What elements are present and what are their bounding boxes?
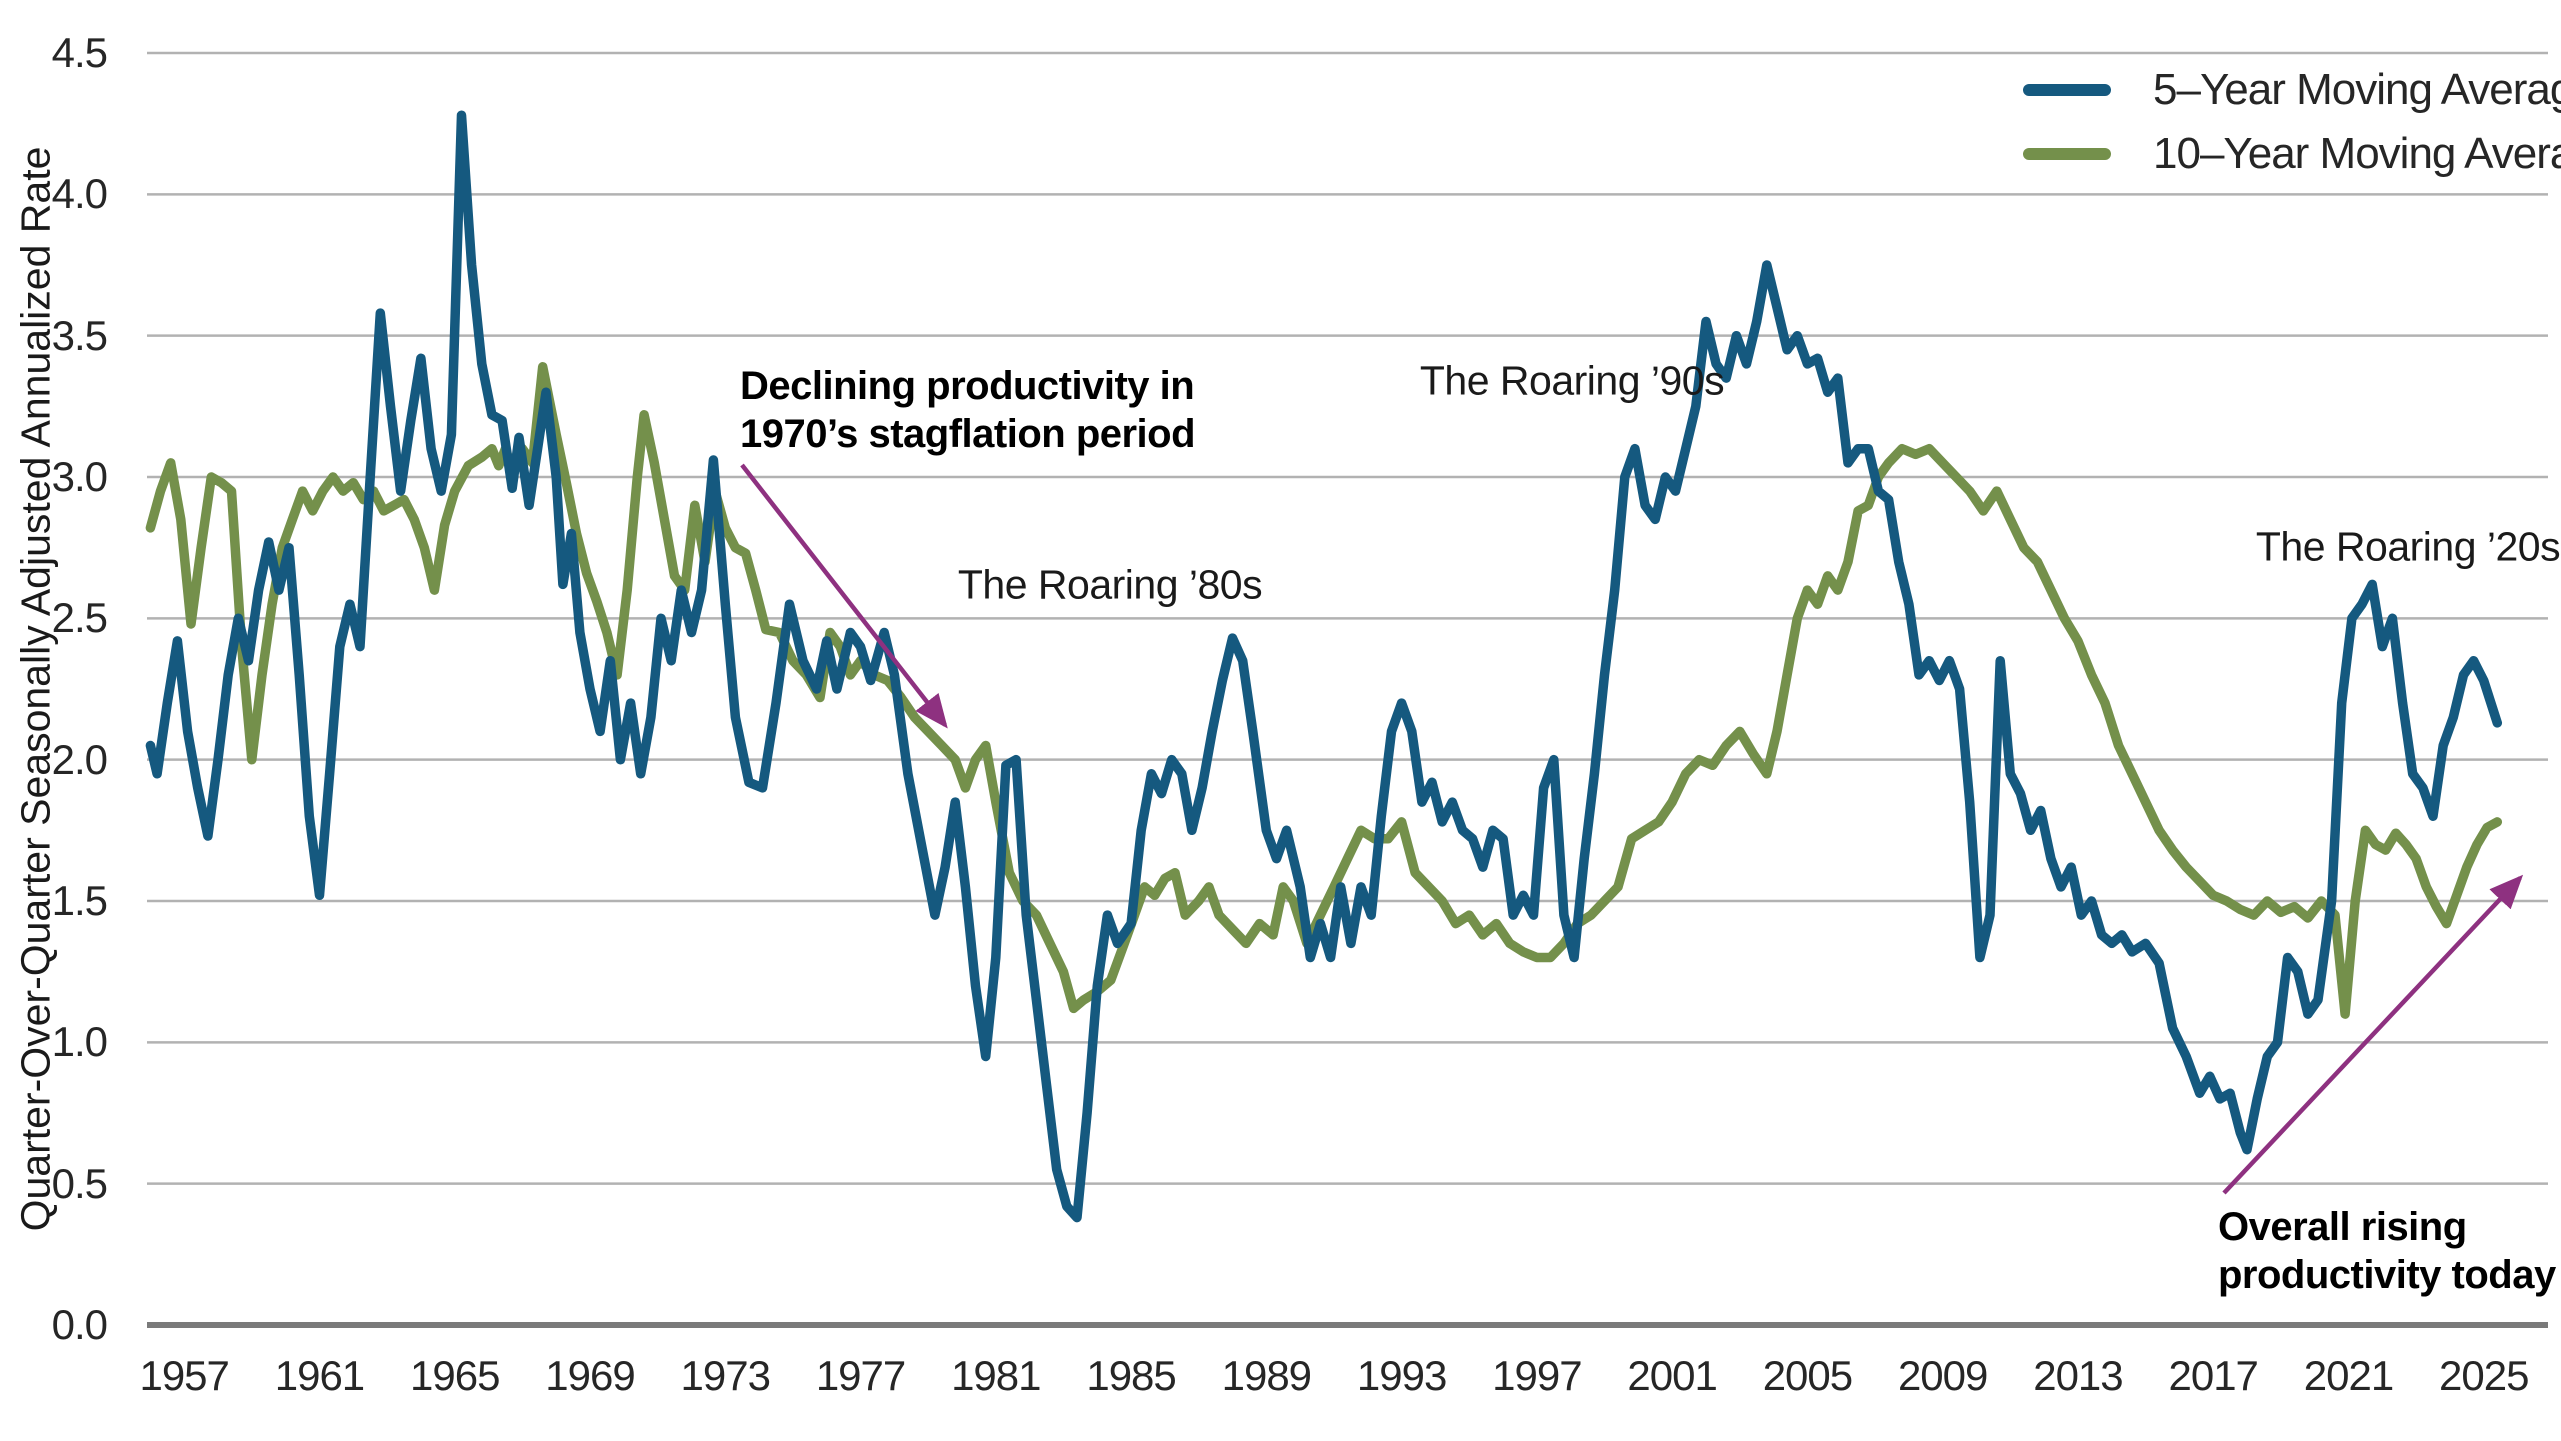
x-tick-label: 1969 xyxy=(545,1352,635,1399)
y-tick-label: 4.0 xyxy=(51,170,108,218)
x-tick-label: 1997 xyxy=(1492,1352,1582,1399)
series-line-10yr xyxy=(145,362,2503,1019)
x-tick-label: 1957 xyxy=(139,1352,229,1399)
y-tick-label: 2.5 xyxy=(51,594,108,642)
annotation-roaring-20s: The Roaring ’20s xyxy=(2255,523,2561,570)
x-tick-label: 1993 xyxy=(1356,1352,1447,1399)
x-tick-label: 1981 xyxy=(951,1352,1041,1399)
x-tick-label: 1961 xyxy=(274,1352,365,1399)
legend-line-swatch xyxy=(2023,84,2111,96)
annotation-roaring-90s: The Roaring ’90s xyxy=(1419,357,1725,404)
y-axis-title: Quarter-Over-Quarter Seasonally Adjusted… xyxy=(12,146,59,1232)
annotation-overall-rising-productivity: Overall rising productivity today xyxy=(2218,1205,2556,1297)
x-tick-label: 2013 xyxy=(2033,1352,2123,1399)
x-tick-label: 2001 xyxy=(1627,1352,1717,1399)
y-tick-label: 2.0 xyxy=(51,735,108,783)
declining-arrow xyxy=(740,463,948,729)
gridlines xyxy=(147,51,2548,1328)
y-tick-label: 4.5 xyxy=(51,29,108,76)
legend: 5–Year Moving Average 10–Year Moving Aver… xyxy=(2023,65,2561,194)
legend-label: 10–Year Moving Average xyxy=(2153,129,2561,178)
x-tick-label: 1965 xyxy=(410,1352,500,1399)
legend-item: 10–Year Moving Average xyxy=(2023,129,2561,178)
series-lines xyxy=(145,110,2503,1223)
x-tick-label: 2017 xyxy=(2168,1352,2258,1399)
annotation-arrows xyxy=(740,463,2524,1195)
x-tick-label: 2021 xyxy=(2303,1352,2394,1399)
y-tick-label: 0.5 xyxy=(51,1159,108,1207)
x-tick-label: 1985 xyxy=(1086,1352,1176,1399)
x-tick-label: 2009 xyxy=(1897,1352,1988,1399)
y-tick-label: 3.5 xyxy=(51,311,108,359)
legend-line-swatch xyxy=(2023,148,2111,160)
y-tick-label: 3.0 xyxy=(51,453,108,500)
annotation-roaring-80s: The Roaring ’80s xyxy=(957,561,1263,608)
rising-arrow xyxy=(2222,874,2524,1195)
y-tick-label: 0.0 xyxy=(51,1301,108,1348)
legend-item: 5–Year Moving Average xyxy=(2023,65,2561,114)
x-tick-label: 2005 xyxy=(1762,1352,1853,1399)
y-tick-label: 1.5 xyxy=(51,877,108,924)
annotation-declining-productivity: Declining productivity in 1970’s stagfla… xyxy=(740,364,1196,456)
series-line-5yr xyxy=(145,110,2503,1223)
x-tick-label: 1977 xyxy=(815,1352,906,1399)
x-tick-label: 1989 xyxy=(1221,1352,1312,1399)
y-tick-label: 1.0 xyxy=(51,1018,108,1066)
x-tick-label: 1973 xyxy=(680,1352,771,1399)
x-tick-label: 2025 xyxy=(2439,1352,2529,1399)
legend-label: 5–Year Moving Average xyxy=(2153,65,2561,114)
